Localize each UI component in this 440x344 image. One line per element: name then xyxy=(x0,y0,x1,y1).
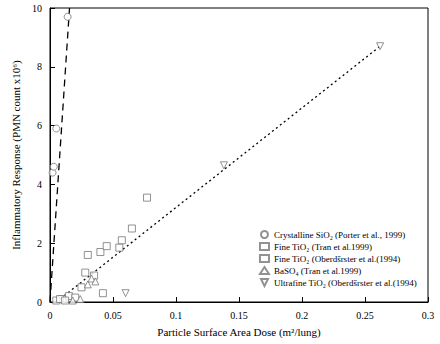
svg-text:Inflammatory Response (PMN cou: Inflammatory Response (PMN count x10⁶) xyxy=(10,60,23,250)
svg-text:BaSO₄ (Tran et al.1999): BaSO₄ (Tran et al.1999) xyxy=(274,266,361,276)
svg-text:Particle Surface Area Dose (m²: Particle Surface Area Dose (m²/lung) xyxy=(157,326,321,339)
svg-text:4: 4 xyxy=(37,179,42,190)
svg-text:0: 0 xyxy=(37,297,42,308)
svg-text:2: 2 xyxy=(37,238,42,249)
svg-text:0.1: 0.1 xyxy=(170,310,183,321)
svg-text:Ultrafine TiO₂ (Oberdšrster et: Ultrafine TiO₂ (Oberdšrster et al.(1994) xyxy=(274,278,417,288)
svg-text:Crystalline SiO₂ (Porter et al: Crystalline SiO₂ (Porter et al., 1999) xyxy=(274,230,405,240)
svg-text:Fine TiO₂ (Tran et al.1999): Fine TiO₂ (Tran et al.1999) xyxy=(274,242,372,252)
svg-text:Fine TiO₂ (Oberdšrster et al.(: Fine TiO₂ (Oberdšrster et al.(1994) xyxy=(274,254,400,264)
svg-text:10: 10 xyxy=(32,3,42,14)
svg-text:0: 0 xyxy=(48,310,53,321)
svg-text:0.15: 0.15 xyxy=(230,310,248,321)
svg-text:8: 8 xyxy=(37,61,42,72)
svg-text:0.25: 0.25 xyxy=(356,310,374,321)
svg-text:0.05: 0.05 xyxy=(104,310,122,321)
svg-text:6: 6 xyxy=(37,120,42,131)
svg-text:0.3: 0.3 xyxy=(422,310,435,321)
svg-text:0.2: 0.2 xyxy=(296,310,309,321)
